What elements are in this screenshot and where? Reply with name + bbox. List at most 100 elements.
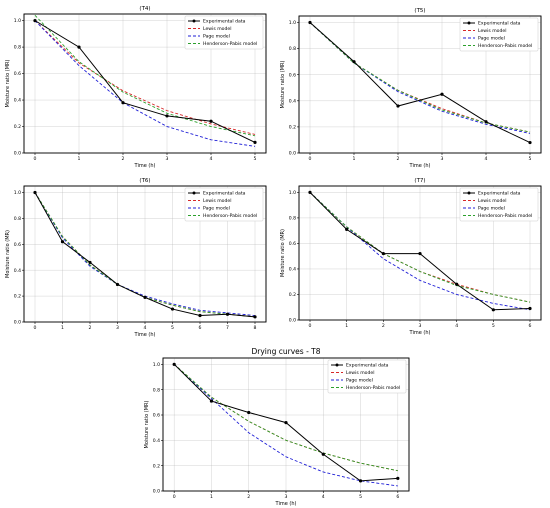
plot-border (298, 15, 542, 154)
y-tick-label: 1.0 (289, 190, 296, 196)
data-point (247, 410, 251, 415)
series-line-4 (34, 15, 256, 137)
y-tick-label: 0.8 (14, 216, 21, 222)
legend-marker (467, 191, 471, 195)
y-tick-label: 0.4 (289, 267, 296, 273)
x-tick-label: 0 (34, 325, 37, 331)
series-line-4 (309, 192, 531, 303)
legend-marker (467, 21, 471, 25)
chart-title: (T6) (139, 178, 150, 184)
legend-box (184, 187, 264, 222)
legend-label: Experimental data (478, 191, 521, 197)
series-line-2 (34, 20, 256, 135)
legend-marker (192, 19, 196, 23)
y-tick-label: 0.6 (289, 72, 296, 78)
legend-label: Experimental data (478, 21, 521, 27)
data-point (253, 140, 257, 145)
x-tick-label: 2 (397, 156, 400, 162)
chart-title: (T4) (139, 6, 150, 12)
x-tick-label: 0 (309, 156, 312, 162)
x-tick-label: 0 (309, 323, 312, 329)
x-tick-label: 5 (359, 494, 362, 500)
x-tick-label: 3 (419, 323, 422, 329)
data-point (33, 19, 37, 23)
x-axis-label: Time (h) (409, 330, 431, 336)
legend-marker (335, 363, 339, 367)
data-point (308, 20, 312, 25)
y-tick-label: 0.6 (14, 71, 21, 77)
x-tick-label: 1 (353, 156, 356, 162)
series-line-2 (309, 22, 531, 133)
chart-panel-1: 0 1 2 3 4 5 0.0 0.2 0.4 0.6 0.8 1.0 (T4) Time (h) Mois… (5, 6, 267, 169)
y-axis-label: Moisture ratio (MR) (280, 60, 286, 108)
x-tick-label: 7 (226, 325, 229, 331)
legend-label: Lewis model (478, 28, 507, 34)
x-tick-label: 5 (171, 325, 174, 331)
y-tick-label: 0.0 (14, 151, 21, 157)
y-tick-label: 0.2 (153, 463, 160, 469)
x-tick-label: 0 (34, 156, 37, 162)
legend-label: Experimental data (203, 19, 246, 25)
data-point (455, 282, 459, 286)
legend-label: Experimental data (346, 363, 389, 369)
legend-box (184, 15, 264, 50)
x-axis-label: Time (h) (134, 332, 156, 338)
chart-panel-4: 0 1 2 3 4 5 6 0.0 0.2 0.4 0.6 0.8 1.0 (T7) Time (h) Moi… (280, 178, 542, 336)
x-tick-label: 4 (144, 325, 147, 331)
y-tick-label: 0.2 (14, 294, 21, 300)
data-point (253, 315, 257, 319)
data-point (143, 295, 147, 299)
y-tick-label: 1.0 (153, 362, 160, 368)
chart-panel-3: 0 1 2 3 4 5 6 7 8 0.0 0.2 0.4 0.6 0.8 1.0 (T6) Time (h) M… (5, 178, 267, 338)
legend-label: Page model (203, 206, 230, 212)
x-tick-label: 6 (396, 494, 399, 500)
y-tick-label: 0.2 (289, 292, 296, 298)
plot-border (23, 185, 267, 323)
x-tick-label: 6 (199, 325, 202, 331)
legend-label: Lewis model (203, 198, 232, 204)
y-tick-label: 0.2 (289, 125, 296, 131)
y-tick-label: 0.6 (153, 413, 160, 419)
series-line-3 (34, 20, 256, 147)
y-tick-label: 0.0 (153, 489, 160, 495)
y-tick-label: 0.2 (14, 124, 21, 130)
legend-label: Lewis model (478, 198, 507, 204)
y-tick-label: 0.6 (14, 242, 21, 248)
data-point (528, 140, 532, 145)
y-axis-label: Moisture ratio (MR) (280, 229, 286, 277)
chart-panel-5: 0 1 2 3 4 5 6 0.0 0.2 0.4 0.6 0.8 1.0 Drying curves -… (144, 347, 410, 507)
data-point (321, 452, 325, 456)
x-tick-label: 4 (322, 494, 325, 500)
x-tick-label: 3 (285, 494, 288, 500)
data-point (209, 399, 214, 403)
data-point (308, 190, 312, 194)
legend-label: Page model (203, 34, 230, 40)
x-tick-label: 5 (492, 323, 495, 329)
y-tick-label: 0.4 (289, 98, 296, 104)
y-tick-label: 1.0 (14, 190, 21, 196)
y-axis-label: Moisture ratio (MR) (5, 230, 11, 278)
y-tick-label: 0.4 (14, 98, 21, 104)
legend-box (327, 359, 407, 394)
data-point (170, 307, 175, 311)
plot-border (23, 13, 267, 154)
y-tick-label: 0.4 (14, 268, 21, 274)
data-point (381, 252, 385, 256)
chart-title: (T7) (414, 178, 425, 184)
x-tick-label: 2 (89, 325, 92, 331)
legend-label: Henderson-Pabis model (478, 213, 532, 219)
x-tick-label: 0 (173, 494, 176, 500)
legend-label: Henderson-Pabis model (478, 43, 532, 49)
legend-label: Henderson-Pabis model (203, 213, 257, 219)
legend-label: Henderson-Pabis model (346, 385, 400, 391)
data-point (88, 260, 92, 265)
y-tick-label: 0.0 (289, 151, 296, 157)
data-point (491, 308, 495, 312)
y-axis-label: Moisture ratio (MR) (5, 59, 11, 107)
x-tick-label: 3 (116, 325, 119, 331)
legend-label: Page model (478, 36, 505, 42)
x-tick-label: 4 (210, 156, 213, 162)
